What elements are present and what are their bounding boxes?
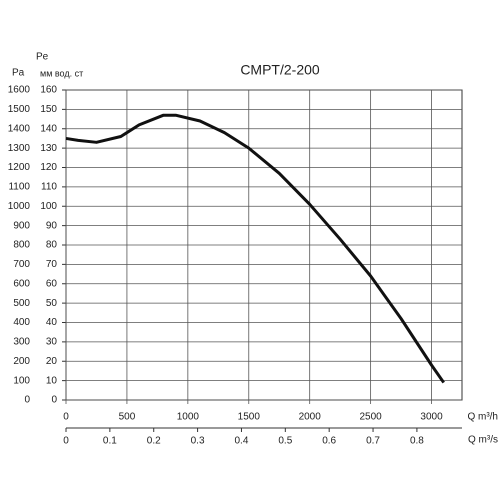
y-tick-label: 1200 <box>8 162 31 173</box>
y-tick-label: 0 <box>24 395 30 406</box>
y2-tick-label: 90 <box>46 220 58 231</box>
y2-tick-label: 110 <box>41 182 57 193</box>
x-tick-label: 1000 <box>177 412 200 423</box>
x-tick-label: 1500 <box>238 412 261 423</box>
y2-tick-label: 140 <box>40 123 57 134</box>
y2-tick-label: 80 <box>46 240 58 251</box>
y2-tick-label: 70 <box>46 259 58 270</box>
y-tick-label: 1300 <box>8 143 31 154</box>
x2-tick-label: 0.3 <box>191 436 205 447</box>
x2-axis-label: Q m³/s <box>468 435 498 446</box>
y2-tick-label: 120 <box>40 162 57 173</box>
x-tick-label: 2500 <box>359 412 382 423</box>
y-tick-label: 500 <box>13 298 30 309</box>
curve <box>65 113 445 384</box>
y-tick-label: 300 <box>13 337 30 348</box>
chart-title: CMPT/2-200 <box>240 62 320 78</box>
y2-tick-label: 20 <box>46 356 58 367</box>
x2-tick-label: 0.6 <box>322 436 336 447</box>
y2-tick-label: 0 <box>51 395 57 406</box>
y2-tick-label: 130 <box>40 143 57 154</box>
y-tick-label: 1400 <box>8 123 31 134</box>
x-tick-label: 500 <box>119 412 136 423</box>
y2-tick-label: 60 <box>46 278 58 289</box>
y2-tick-label: 10 <box>46 375 58 386</box>
y2-tick-label: 160 <box>40 85 57 96</box>
x2-tick-label: 0.4 <box>235 436 249 447</box>
x2-tick-label: 0.1 <box>103 436 117 447</box>
y2-tick-label: 150 <box>40 104 57 115</box>
y2-tick-label: 30 <box>46 337 58 348</box>
y-axis-label: Pa <box>12 68 25 79</box>
y-tick-label: 1000 <box>8 201 31 212</box>
y-tick-label: 1500 <box>8 104 31 115</box>
y-tick-label: 700 <box>13 259 30 270</box>
x-tick-label: 0 <box>63 412 69 423</box>
x-tick-label: 2000 <box>299 412 322 423</box>
y2-tick-label: 40 <box>46 317 58 328</box>
y-tick-label: 1600 <box>8 85 31 96</box>
x2-tick-label: 0.7 <box>366 436 380 447</box>
y-tick-label: 400 <box>13 317 30 328</box>
x2-tick-label: 0.5 <box>278 436 292 447</box>
y-tick-label: 600 <box>13 278 30 289</box>
y2-axis-label-top: Pe <box>36 52 49 63</box>
y2-tick-label: 100 <box>40 201 57 212</box>
x2-tick-label: 0.8 <box>410 436 424 447</box>
x2-tick-label: 0 <box>63 436 69 447</box>
y-tick-label: 800 <box>13 240 30 251</box>
y-tick-label: 1100 <box>8 182 30 193</box>
y2-tick-label: 50 <box>46 298 58 309</box>
y-tick-label: 200 <box>13 356 30 367</box>
x2-tick-label: 0.2 <box>147 436 161 447</box>
x-axis-label: Q m³/h <box>467 412 498 423</box>
y2-axis-label: мм вод. ст <box>40 68 83 78</box>
y-tick-label: 100 <box>13 375 30 386</box>
y-tick-label: 900 <box>13 220 30 231</box>
x-tick-label: 3000 <box>420 412 443 423</box>
